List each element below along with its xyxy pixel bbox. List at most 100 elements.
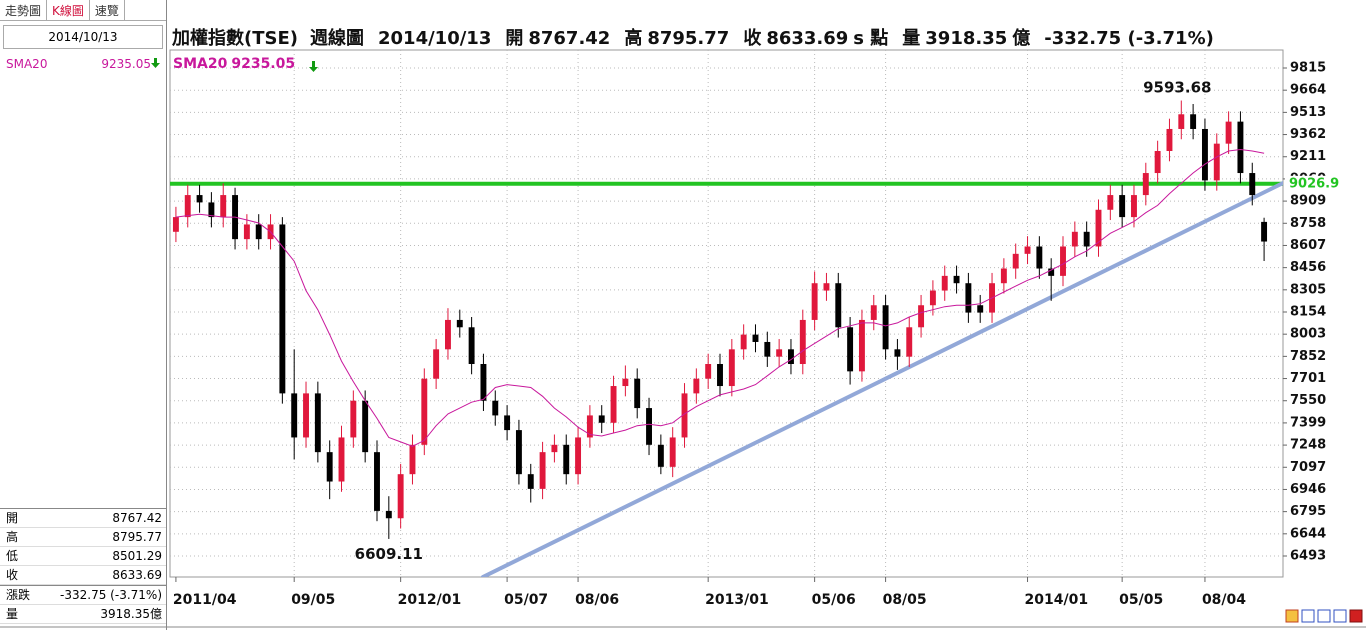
candle-body [752, 334, 759, 342]
y-tick-label: 9513 [1290, 105, 1326, 120]
header-close: 8633.69 [766, 28, 848, 49]
candle-body [184, 195, 191, 218]
candle-body [705, 364, 712, 379]
tab[interactable]: 速覽 [90, 0, 125, 20]
x-tick-label: 05/05 [1119, 592, 1163, 608]
y-tick-label: 9664 [1290, 83, 1326, 98]
header-unit: s 點 [853, 28, 888, 49]
toolbar-icon[interactable] [1285, 609, 1299, 623]
toolbar-icon[interactable] [1349, 609, 1363, 623]
low-annotation: 6609.11 [355, 545, 423, 563]
candle-body [681, 393, 688, 438]
y-tick-label: 8456 [1290, 260, 1326, 275]
candle-body [1119, 195, 1126, 218]
y-tick-label: 7097 [1290, 460, 1326, 475]
candle-body [456, 319, 463, 328]
y-tick-label: 6946 [1290, 482, 1326, 497]
candle-body [515, 430, 522, 475]
candle-body [598, 415, 605, 423]
y-tick-label: 7399 [1290, 415, 1326, 430]
x-tick-label: 2012/01 [398, 592, 462, 608]
plot-area [170, 50, 1283, 577]
candle-body [799, 319, 806, 365]
candle-body [539, 452, 546, 489]
panel-row: 量 3918.35億 [0, 605, 166, 624]
row-value: 8633.69 [112, 568, 162, 582]
candle-body [1190, 114, 1197, 129]
candle-body [953, 275, 960, 284]
candle-body [1083, 231, 1090, 247]
candle-body [669, 437, 676, 467]
panel-row: 高 8795.77 [0, 528, 166, 547]
candle-body [551, 444, 558, 453]
header-label: 開 [505, 28, 523, 49]
toolbar-icon[interactable] [1301, 609, 1315, 623]
candle-body [776, 349, 783, 357]
candle-body [243, 224, 250, 240]
y-tick-label: 6795 [1290, 504, 1326, 519]
candle-body [397, 474, 404, 519]
candle-body [421, 378, 428, 445]
y-tick-label: 7248 [1290, 438, 1326, 453]
x-tick-label: 2014/01 [1025, 592, 1089, 608]
x-tick-label: 2011/04 [173, 592, 237, 608]
candle-body [740, 334, 747, 350]
down-arrow [151, 58, 160, 68]
candle-body [1166, 128, 1173, 152]
candle-body [385, 510, 392, 519]
candle-body [1142, 173, 1149, 196]
y-tick-label: 7701 [1290, 371, 1326, 386]
candle-body [492, 400, 499, 416]
tabs: 走勢圖 K線圖 速覽 [0, 0, 166, 21]
candle-body [1048, 268, 1055, 276]
row-value: 8501.29 [112, 549, 162, 563]
y-tick-label: 8305 [1290, 282, 1326, 297]
candle-body [1107, 195, 1114, 210]
candle-body [433, 349, 440, 379]
candle-body [941, 275, 948, 291]
legend: SMA20 9235.05 [173, 56, 295, 72]
legend-value: 9235.05 [231, 56, 295, 72]
candle-body [255, 224, 262, 240]
candle-body [858, 319, 865, 372]
header-open: 8767.42 [528, 28, 610, 49]
candle-body [1225, 121, 1232, 144]
candle-body [918, 305, 925, 328]
tab[interactable]: K線圖 [47, 0, 90, 20]
candle-body [468, 327, 475, 365]
sma-name: SMA20 [6, 57, 48, 71]
candle-body [1131, 195, 1137, 218]
candle-body [646, 408, 652, 445]
candle-body [527, 474, 534, 489]
candle-body [172, 217, 179, 232]
y-tick-label: 6644 [1290, 526, 1326, 541]
panel-row: 開 8767.42 [0, 509, 166, 528]
toolbar-icon[interactable] [1333, 609, 1347, 623]
row-value: 8767.42 [112, 511, 162, 525]
candle-body [445, 319, 451, 350]
candle-body [338, 437, 345, 482]
trend-line [480, 181, 1283, 577]
candle-body [823, 283, 830, 291]
candle-body [728, 349, 735, 387]
toolbar-icon[interactable] [1317, 609, 1331, 623]
row-value: 8795.77 [112, 530, 162, 544]
candle-body [1261, 221, 1268, 242]
x-tick-label: 2013/01 [705, 592, 769, 608]
candle-body [1012, 253, 1019, 269]
sma-line [175, 148, 1265, 447]
candle-body [1237, 121, 1244, 174]
candle-body [1213, 143, 1220, 181]
row-label: 量 [6, 607, 19, 621]
y-tick-label: 8003 [1290, 327, 1326, 342]
candle-body [835, 283, 842, 328]
tab[interactable]: 走勢圖 [0, 0, 48, 20]
candle-body [788, 349, 794, 365]
candle-body [1036, 246, 1043, 269]
x-tick-label: 08/06 [575, 592, 619, 608]
panel-sma: SMA20 9235.05 [0, 53, 166, 71]
header: 加權指數(TSE) 週線圖 2014/10/13 開 8767.42 高 8795.77 收 8… [171, 27, 1214, 49]
candle-body [965, 283, 972, 313]
header-label: 收 [743, 27, 761, 49]
